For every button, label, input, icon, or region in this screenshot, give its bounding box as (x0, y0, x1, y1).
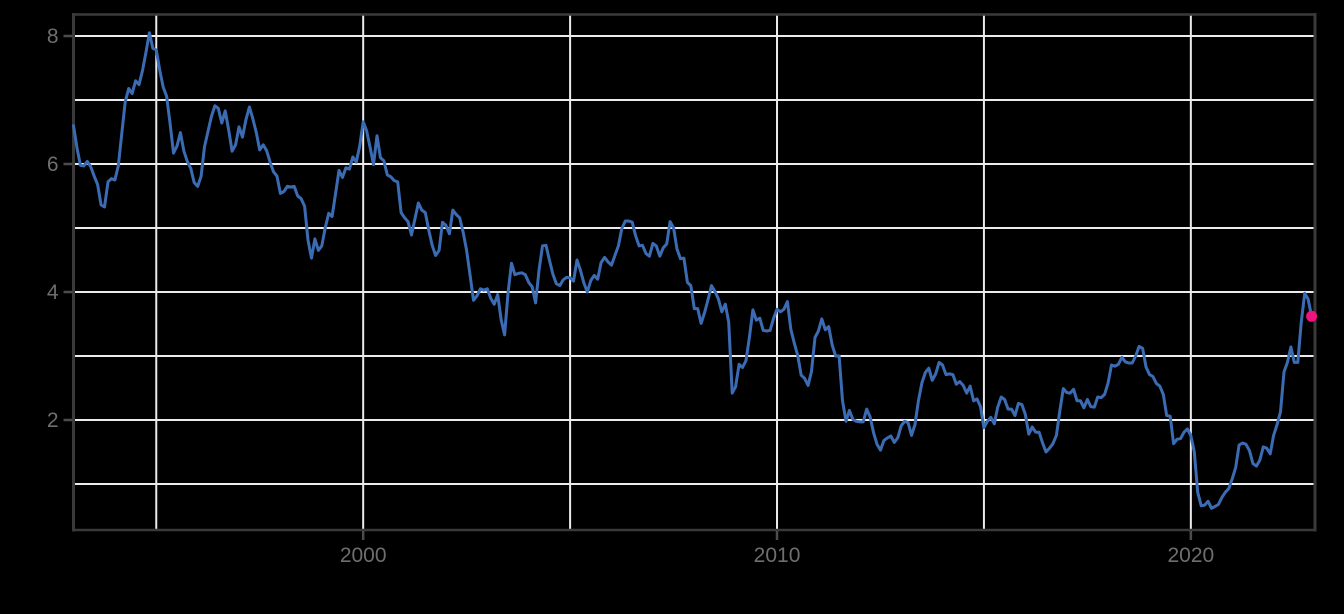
x-tick-label: 2020 (1167, 544, 1214, 567)
y-tick-label: 4 (47, 281, 59, 304)
yield-line (72, 31, 1314, 510)
axis-ticks (63, 34, 1193, 540)
y-tick-label: 8 (47, 25, 59, 48)
plot-spines (72, 13, 1317, 532)
x-axis-labels: 2000 2010 2020 (340, 544, 1214, 567)
latest-value-dot (1306, 310, 1318, 322)
x-tick-label: 2000 (340, 544, 387, 567)
vertical-gridlines (155, 14, 1192, 530)
horizontal-gridlines (73, 35, 1315, 485)
y-axis-labels: 2 4 6 8 (47, 25, 59, 432)
y-tick-label: 2 (47, 409, 59, 432)
x-tick-label: 2010 (754, 544, 801, 567)
y-tick-label: 6 (47, 153, 59, 176)
